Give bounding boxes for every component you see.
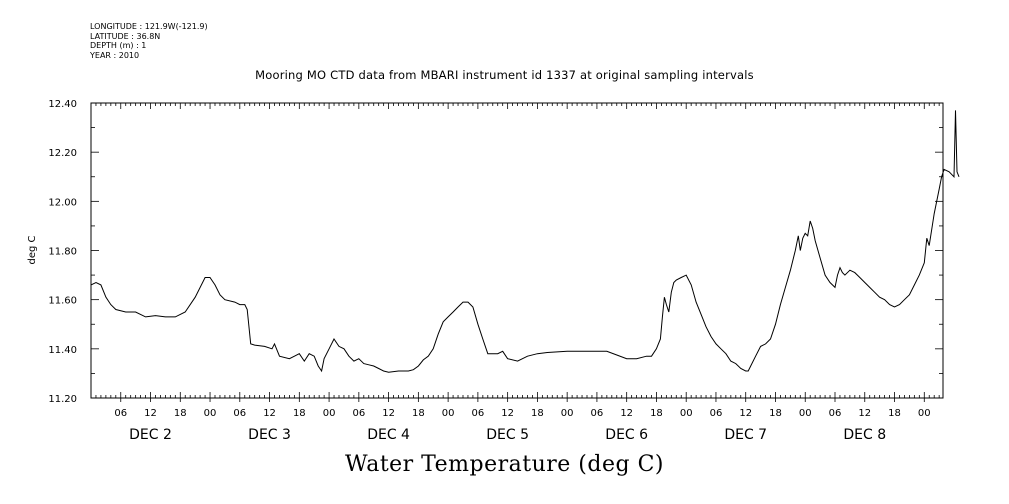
x-tick-label: 06	[352, 408, 365, 419]
depth-text: DEPTH (m) : 1	[90, 41, 147, 50]
longitude-text: LONGITUDE : 121.9W(-121.9)	[90, 22, 208, 31]
x-tick-label: 06	[829, 408, 842, 419]
x-day-label: DEC 8	[843, 427, 886, 443]
plot-frame	[90, 102, 944, 399]
variable-label: Water Temperature (deg C)	[345, 452, 664, 477]
y-axis-label: deg C	[27, 235, 38, 264]
x-tick-label: 00	[561, 408, 574, 419]
x-tick-label: 18	[531, 408, 544, 419]
x-tick-label: 06	[591, 408, 604, 419]
y-tick-label: 11.20	[48, 394, 77, 405]
y-tick-label: 11.60	[48, 296, 77, 307]
x-tick-label: 00	[680, 408, 693, 419]
x-tick-label: 00	[323, 408, 336, 419]
x-tick-label: 12	[858, 408, 871, 419]
x-tick-label: 06	[233, 408, 246, 419]
x-tick-label: 00	[204, 408, 217, 419]
x-tick-label: 12	[739, 408, 752, 419]
x-tick-label: 06	[114, 408, 127, 419]
metadata-block: LONGITUDE : 121.9W(-121.9) LATITUDE : 36…	[90, 22, 208, 60]
x-tick-label: 18	[769, 408, 782, 419]
y-tick-label: 11.40	[48, 345, 77, 356]
y-tick-label: 12.00	[48, 197, 77, 208]
x-tick-label: 18	[888, 408, 901, 419]
chart-title: Mooring MO CTD data from MBARI instrumen…	[255, 68, 754, 82]
x-tick-label: 06	[710, 408, 723, 419]
x-tick-label: 18	[650, 408, 663, 419]
y-tick-label: 12.40	[48, 99, 77, 110]
x-day-label: DEC 2	[129, 427, 172, 443]
x-tick-label: 12	[382, 408, 395, 419]
x-tick-label: 18	[412, 408, 425, 419]
x-tick-label: 06	[472, 408, 485, 419]
y-tick-label: 12.20	[48, 148, 77, 159]
series-line	[90, 110, 960, 373]
x-tick-label: 12	[501, 408, 514, 419]
year-text: YEAR : 2010	[90, 50, 140, 60]
x-day-label: DEC 6	[605, 427, 648, 443]
x-day-label: DEC 5	[486, 427, 529, 443]
x-tick-label: 12	[620, 408, 633, 419]
x-tick-label: 00	[799, 408, 812, 419]
latitude-text: LATITUDE : 36.8N	[90, 31, 161, 41]
x-tick-label: 12	[263, 408, 276, 419]
x-day-label: DEC 4	[367, 427, 410, 443]
y-tick-label: 11.80	[48, 247, 77, 258]
x-tick-label: 00	[442, 408, 455, 419]
x-tick-label: 12	[144, 408, 157, 419]
x-tick-label: 18	[174, 408, 187, 419]
x-day-label: DEC 3	[248, 427, 291, 443]
x-tick-label: 00	[918, 408, 931, 419]
x-tick-label: 18	[293, 408, 306, 419]
x-day-label: DEC 7	[724, 427, 767, 443]
